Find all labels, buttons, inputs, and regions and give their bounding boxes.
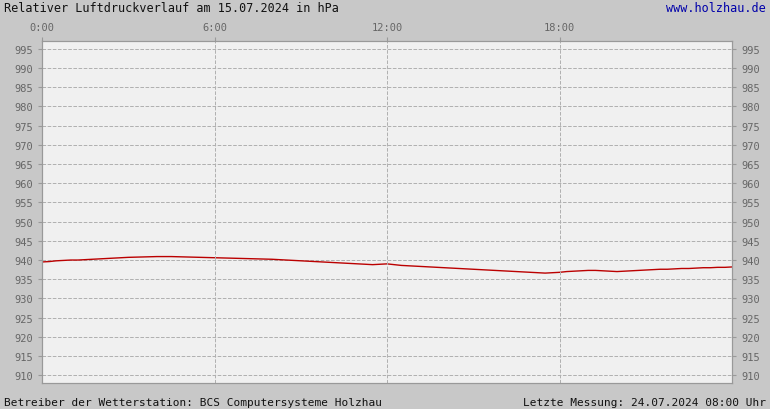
Text: Betreiber der Wetterstation: BCS Computersysteme Holzhau: Betreiber der Wetterstation: BCS Compute… xyxy=(4,397,382,407)
Text: Relativer Luftdruckverlauf am 15.07.2024 in hPa: Relativer Luftdruckverlauf am 15.07.2024… xyxy=(4,2,339,15)
Text: www.holzhau.de: www.holzhau.de xyxy=(666,2,766,15)
Text: Letzte Messung: 24.07.2024 08:00 Uhr: Letzte Messung: 24.07.2024 08:00 Uhr xyxy=(523,397,766,407)
